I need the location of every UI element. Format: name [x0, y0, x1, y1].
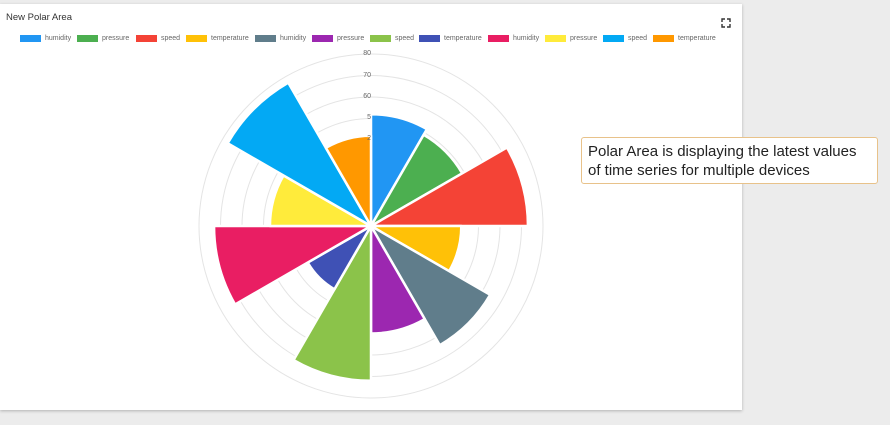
widget-title: New Polar Area — [6, 12, 73, 23]
legend-label: humidity — [513, 35, 540, 42]
legend-swatch — [370, 35, 391, 42]
fullscreen-button[interactable] — [721, 15, 731, 28]
tick-label: 5 — [367, 114, 371, 121]
legend-swatch — [136, 35, 157, 42]
legend-label: temperature — [211, 35, 249, 42]
legend-swatch — [77, 35, 98, 42]
legend-label: speed — [395, 35, 415, 42]
segment-speed[interactable] — [226, 81, 373, 228]
segment-speed[interactable] — [369, 146, 530, 228]
legend-label: pressure — [102, 35, 130, 42]
legend-swatch — [545, 35, 566, 42]
grid-ring — [198, 53, 544, 399]
legend-swatch — [255, 35, 276, 42]
tick-label: 60 — [363, 93, 371, 100]
tick-label: 80 — [363, 50, 371, 57]
legend-label: pressure — [337, 35, 365, 42]
description-callout: Polar Area is displaying the latest valu… — [581, 137, 878, 184]
legend-label: speed — [628, 35, 648, 42]
fullscreen-icon — [721, 18, 731, 28]
chart-legend: humidity pressure speed temperature humidity… — [20, 33, 740, 49]
legend-swatch — [312, 35, 333, 42]
legend-label: pressure — [570, 35, 598, 42]
legend-swatch — [20, 35, 41, 42]
radial-tick-labels: 2 5 60 70 80 — [363, 50, 371, 142]
segment-humidity[interactable] — [369, 224, 492, 347]
legend-label: temperature — [678, 35, 716, 42]
legend-swatch — [186, 35, 207, 42]
tick-label: 70 — [363, 72, 371, 79]
tick-label: 2 — [367, 135, 371, 142]
legend-label: humidity — [280, 35, 307, 42]
legend-label: temperature — [444, 35, 482, 42]
segment-humidity[interactable] — [369, 112, 429, 228]
legend-swatch — [653, 35, 674, 42]
segment-humidity[interactable] — [212, 224, 373, 306]
segment-temperature[interactable] — [324, 134, 373, 228]
legend-swatch — [603, 35, 624, 42]
legend-swatch — [419, 35, 440, 42]
legend-label: humidity — [45, 35, 72, 42]
segments — [212, 81, 530, 383]
legend-label: speed — [161, 35, 181, 42]
legend-swatch — [488, 35, 509, 42]
segment-speed[interactable] — [292, 224, 373, 383]
